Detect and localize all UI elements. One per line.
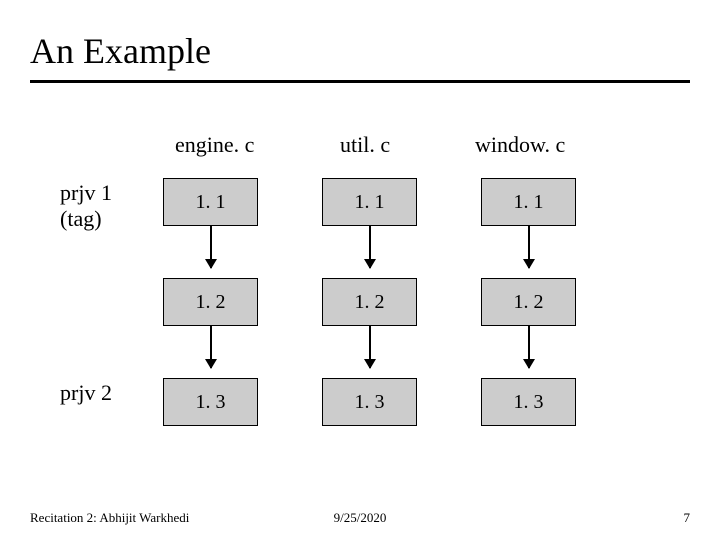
version-box: 1. 3 [163,378,258,426]
version-box: 1. 1 [163,178,258,226]
footer-date: 9/25/2020 [334,510,387,526]
column-header-engine: engine. c [175,132,254,158]
version-box: 1. 3 [481,378,576,426]
column-header-util: util. c [340,132,390,158]
footer-left: Recitation 2: Abhijit Warkhedi [30,510,189,526]
version-box: 1. 2 [163,278,258,326]
arrow-down-icon [369,326,371,368]
arrow-down-icon [210,226,212,268]
row-label-prjv1: prjv 1 (tag) [60,180,112,232]
slide: An Example engine. c util. c window. c p… [0,0,720,540]
slide-title: An Example [30,30,690,72]
version-box: 1. 1 [481,178,576,226]
title-rule [30,80,690,83]
column-header-window: window. c [475,132,565,158]
title-block: An Example [30,30,690,83]
arrow-down-icon [528,226,530,268]
version-box: 1. 2 [322,278,417,326]
version-box: 1. 1 [322,178,417,226]
arrow-down-icon [369,226,371,268]
arrow-down-icon [528,326,530,368]
row-label-prjv2: prjv 2 [60,380,112,406]
page-number: 7 [684,510,691,526]
arrow-down-icon [210,326,212,368]
version-box: 1. 3 [322,378,417,426]
version-box: 1. 2 [481,278,576,326]
